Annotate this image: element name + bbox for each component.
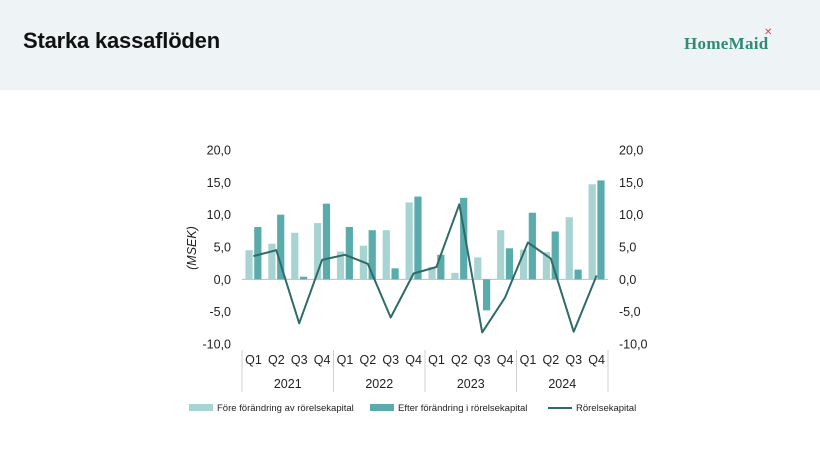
- legend-label-line: Rörelsekapital: [576, 403, 636, 414]
- y-tick-left: 0,0: [214, 273, 231, 287]
- quarter-label: Q4: [588, 353, 605, 367]
- quarter-label: Q1: [520, 353, 537, 367]
- bar-before: [336, 251, 345, 280]
- bar-after: [345, 226, 353, 280]
- bar-after: [277, 214, 285, 280]
- y-axis-label: (MSEK): [185, 226, 199, 270]
- bar-after: [574, 269, 582, 280]
- bar-before: [474, 257, 482, 280]
- bar-after: [597, 180, 605, 280]
- quarter-label: Q4: [497, 353, 514, 367]
- quarter-label: Q2: [451, 353, 468, 367]
- legend-label-before: Före förändring av rörelsekapital: [217, 403, 354, 414]
- quarter-label: Q3: [382, 353, 399, 367]
- quarter-label: Q2: [268, 353, 285, 367]
- chart-categories: Q1 Q2 Q3 Q4 Q1 Q2 Q3 Q4 Q1 Q2 Q3 Q4 Q1 Q2 Q3 Q4 2021 2022…: [241, 350, 609, 392]
- bar-after: [299, 276, 308, 280]
- bar-after: [437, 254, 445, 280]
- year-label: 2023: [457, 377, 485, 391]
- quarter-label: Q1: [428, 353, 445, 367]
- y-tick-left: 20,0: [207, 144, 231, 158]
- y-tick-left: -5,0: [209, 305, 231, 319]
- logo-mark-icon: ✕: [764, 27, 773, 38]
- quarter-label: Q2: [542, 353, 559, 367]
- bar-before: [314, 223, 322, 280]
- y-tick-right: -10,0: [619, 338, 648, 352]
- bar-after: [368, 230, 376, 280]
- year-label: 2021: [274, 377, 302, 391]
- bar-before: [428, 267, 436, 280]
- year-label: 2024: [548, 377, 576, 391]
- logo-text: HomeMaid: [684, 34, 769, 53]
- y-tick-right: 5,0: [619, 241, 636, 255]
- bar-before: [382, 230, 390, 280]
- chart-axes: -10,0 -5,0 0,0 5,0 10,0 15,0 20,0 -10,0 -5,0 0,0 5…: [185, 144, 648, 352]
- chart-bars: [245, 180, 605, 311]
- y-tick-right: 20,0: [619, 144, 643, 158]
- quarter-label: Q3: [565, 353, 582, 367]
- y-tick-left: 15,0: [207, 176, 231, 190]
- bar-after: [482, 279, 491, 311]
- bar-after: [414, 196, 422, 280]
- quarter-label: Q2: [359, 353, 376, 367]
- line-rorelsekapital: [253, 203, 598, 334]
- legend-label-after: Efter förändring i rörelsekapital: [398, 403, 527, 414]
- bar-before: [405, 202, 413, 280]
- y-tick-left: 10,0: [207, 208, 231, 222]
- y-tick-left: 5,0: [214, 241, 231, 255]
- chart-legend: Före förändring av rörelsekapital Efter f…: [189, 403, 636, 414]
- page-title: Starka kassaflöden: [23, 28, 220, 53]
- quarter-label: Q4: [405, 353, 422, 367]
- bar-before: [291, 232, 299, 280]
- year-label: 2022: [365, 377, 393, 391]
- y-tick-right: -5,0: [619, 305, 641, 319]
- y-tick-right: 15,0: [619, 176, 643, 190]
- legend-swatch-after: [370, 404, 394, 411]
- quarter-label: Q1: [337, 353, 354, 367]
- bar-before: [268, 243, 276, 280]
- quarter-label: Q3: [291, 353, 308, 367]
- quarter-label: Q4: [314, 353, 331, 367]
- bar-after: [551, 231, 559, 280]
- bar-after: [254, 226, 262, 280]
- bar-before: [451, 272, 459, 280]
- bar-before: [497, 230, 505, 280]
- bar-before: [519, 249, 528, 280]
- quarter-label: Q3: [474, 353, 491, 367]
- legend-swatch-before: [189, 404, 213, 411]
- bar-before: [542, 252, 551, 280]
- quarter-label: Q1: [245, 353, 262, 367]
- bar-before: [565, 217, 573, 280]
- bar-after: [505, 248, 514, 280]
- y-tick-left: -10,0: [203, 338, 232, 352]
- header-band: [0, 0, 820, 90]
- bar-after: [460, 197, 468, 280]
- homemaid-logo: HomeMaid ✕: [684, 27, 794, 58]
- bar-after: [391, 268, 399, 280]
- bar-after: [322, 203, 331, 280]
- chart-line: [253, 203, 598, 334]
- bar-before: [588, 184, 596, 280]
- y-tick-right: 0,0: [619, 273, 636, 287]
- bar-before: [245, 250, 253, 280]
- y-tick-right: 10,0: [619, 208, 643, 222]
